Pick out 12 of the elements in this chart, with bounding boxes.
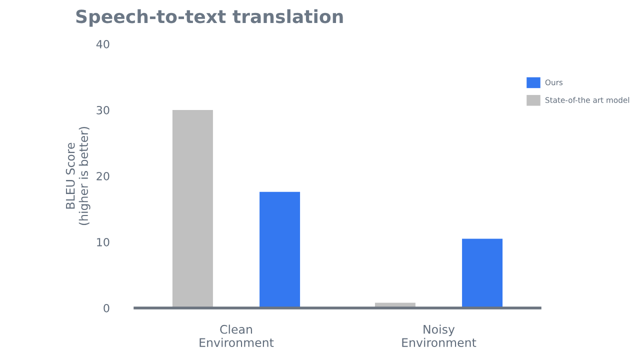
x-tick-label: Clean Environment [200,324,274,348]
bar [260,192,300,308]
y-tick-label: 40 [96,40,110,48]
bar [172,110,213,308]
y-tick-label: 20 [96,172,110,180]
bar [462,238,503,308]
chart-title: Speech-to-text translation [76,9,343,27]
x-tick-label: Noisy Environment [402,324,476,348]
y-tick-label: 0 [104,304,110,312]
y-tick-label: 10 [97,238,110,246]
y-tick-label: 30 [96,106,110,114]
y-axis-title: BLEU Score (higher is better) [66,126,90,226]
